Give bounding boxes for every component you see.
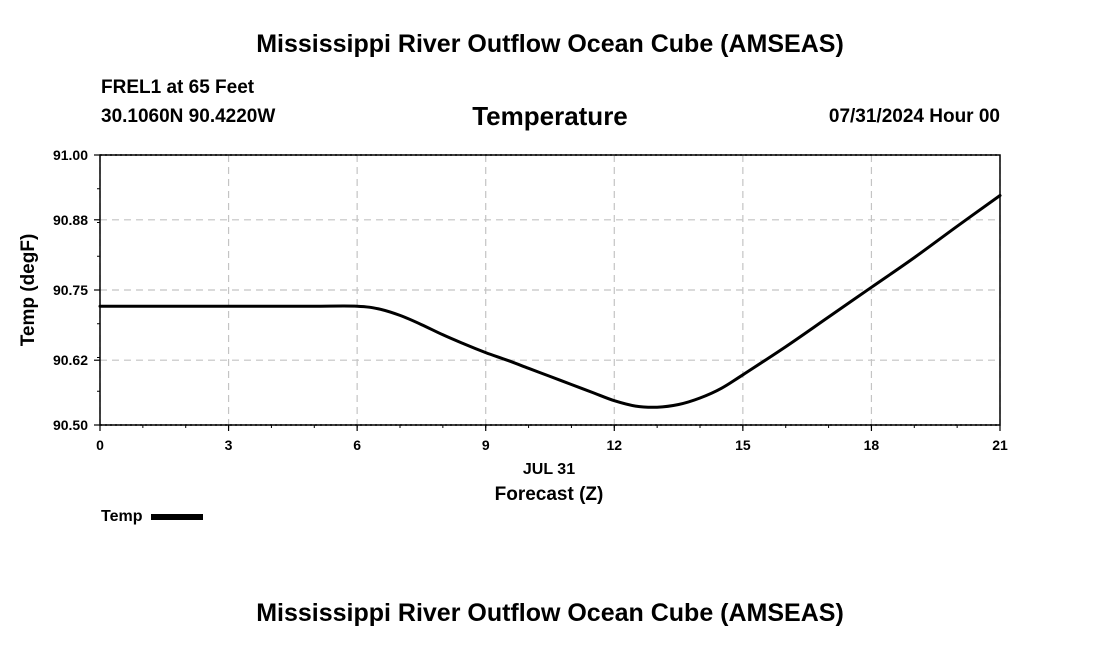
x-tick-label: 6 [353, 437, 361, 453]
legend-label-temp: Temp [101, 508, 143, 525]
legend-swatch-temp [151, 514, 204, 520]
x-tick-label: 3 [225, 437, 233, 453]
x-tick-label: 9 [482, 437, 490, 453]
series-layer [98, 194, 1002, 409]
footer-title: Mississippi River Outflow Ocean Cube (AM… [256, 599, 844, 627]
legend: Temp [101, 508, 204, 526]
y-tick-label: 90.62 [53, 352, 88, 368]
station-label: FREL1 at 65 Feet [101, 77, 255, 98]
chart-title: Temperature [472, 101, 628, 131]
y-tick-label: 90.50 [53, 417, 88, 433]
y-tick-label: 91.00 [53, 147, 88, 163]
x-tick-label: 18 [864, 437, 880, 453]
ticks: 0 3 6 9 12 15 18 21 90.50 90.62 90.75 90.88 91.00 [53, 147, 1008, 453]
coordinates-label: 30.1060N 90.4220W [101, 106, 276, 127]
y-tick-label: 90.88 [53, 212, 88, 228]
x-tick-label: 15 [735, 437, 751, 453]
x-axis-label: Forecast (Z) [495, 484, 604, 505]
x-tick-label: 21 [992, 437, 1008, 453]
series-line-temp [98, 194, 1002, 409]
x-tick-label: 12 [606, 437, 622, 453]
y-tick-label: 90.75 [53, 282, 88, 298]
x-date-label: JUL 31 [523, 461, 575, 478]
y-axis-label: Temp (degF) [18, 234, 39, 347]
x-tick-label: 0 [96, 437, 104, 453]
page-title: Mississippi River Outflow Ocean Cube (AM… [256, 30, 844, 58]
forecast-datetime: 07/31/2024 Hour 00 [828, 106, 1000, 127]
